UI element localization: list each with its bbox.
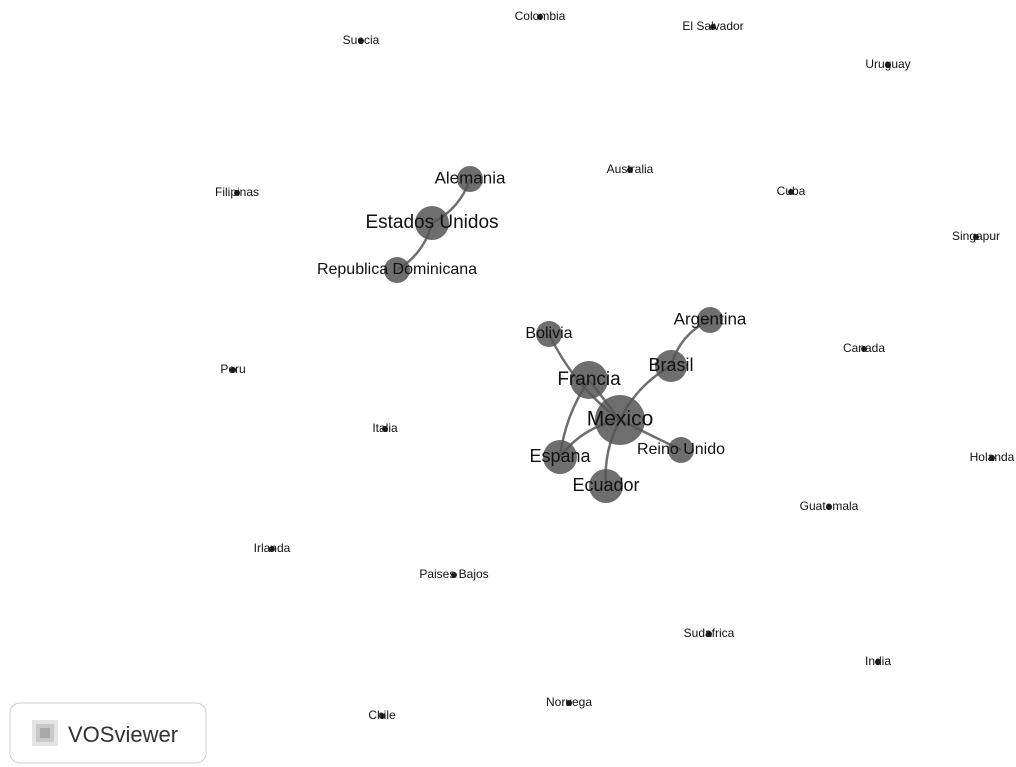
node-label: Filipinas (215, 185, 259, 199)
node (668, 437, 694, 463)
node (595, 395, 645, 445)
node (537, 14, 543, 20)
node-label: Canada (843, 341, 885, 355)
node (570, 361, 608, 399)
node-label: El Salvador (682, 19, 743, 33)
node-label: India (865, 654, 891, 668)
node-label: Ecuador (572, 475, 639, 495)
node-label: Italia (372, 421, 398, 435)
node (885, 62, 891, 68)
node-label: Estados Unidos (365, 212, 498, 233)
node-label: Irlanda (254, 541, 291, 555)
node (536, 321, 562, 347)
node (415, 206, 449, 240)
node (566, 700, 572, 706)
node-label: Sudafrica (684, 626, 735, 640)
node (875, 659, 881, 665)
nodes (230, 14, 995, 719)
node-label: Cuba (777, 184, 806, 198)
node (989, 455, 995, 461)
node-label: Argentina (674, 309, 747, 328)
labels: Colombia El Salvador Suecia Uruguay Australi… (215, 9, 1015, 722)
node (358, 38, 364, 44)
node-label: Chile (368, 708, 396, 722)
node (697, 307, 723, 333)
node (543, 440, 577, 474)
node (826, 504, 832, 510)
node-label: Brasil (648, 355, 693, 375)
node-label: Bolivia (525, 325, 572, 342)
logo-box (9, 702, 207, 764)
node (382, 426, 388, 432)
logo-icon (32, 720, 58, 746)
node-label: Mexico (587, 408, 654, 431)
node (627, 167, 633, 173)
node-label: Singapur (952, 229, 1000, 243)
node-label: Holanda (970, 450, 1015, 464)
node (457, 166, 483, 192)
node-label: Paises Bajos (419, 567, 488, 581)
node-label: Noruega (546, 695, 592, 709)
node (230, 367, 236, 373)
node-label: Australia (607, 162, 654, 176)
node (710, 24, 716, 30)
node (379, 713, 385, 719)
node (706, 631, 712, 637)
node (384, 257, 410, 283)
node-label: Reino Unido (637, 441, 725, 458)
node-label: Peru (220, 362, 245, 376)
node (788, 189, 794, 195)
node-label: Colombia (515, 9, 566, 23)
node-label: Suecia (343, 33, 380, 47)
node-label: Francia (557, 369, 621, 390)
node (861, 346, 867, 352)
node (269, 546, 275, 552)
node (589, 469, 623, 503)
node-label: Uruguay (865, 57, 910, 71)
node-label: Espana (529, 446, 591, 466)
node (655, 350, 687, 382)
node-label: Republica Dominicana (317, 261, 477, 278)
node (451, 572, 457, 578)
node (973, 234, 979, 240)
logo-text: VOSviewer (68, 722, 178, 747)
node-label: Guatemala (800, 499, 859, 513)
logo: VOSviewer (9, 702, 207, 764)
node (234, 190, 240, 196)
node-label: Alemania (435, 168, 506, 187)
